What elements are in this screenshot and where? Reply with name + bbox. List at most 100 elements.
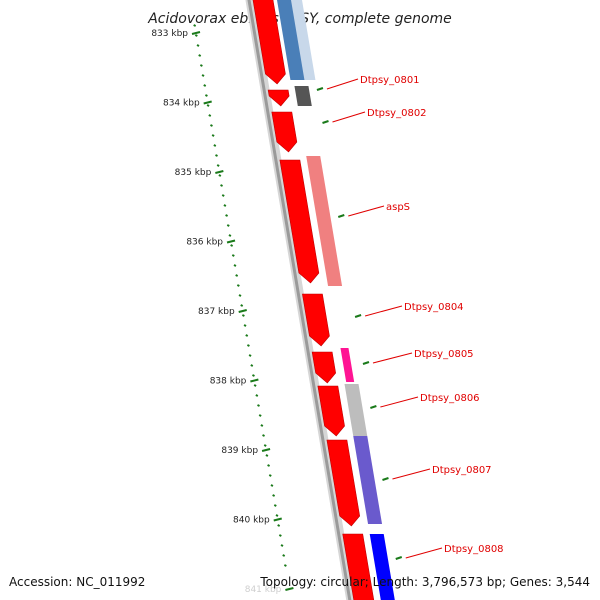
tick-dot — [215, 154, 218, 157]
tick-dot — [255, 394, 259, 397]
tick-dot — [208, 114, 212, 117]
tick-dot — [280, 544, 284, 547]
tick-dot — [267, 464, 271, 467]
tick-label: 838 kbp — [210, 377, 247, 387]
gene-arrow[interactable] — [311, 351, 336, 384]
tick-dot — [245, 334, 249, 337]
gene-color-band — [369, 534, 395, 600]
gene-label[interactable]: Dtpsy_0805 — [414, 349, 474, 360]
gene-arrow[interactable] — [317, 385, 345, 437]
gene-label-track: Dtpsy_0801 Dtpsy_0802 aspS Dtpsy_0804 Dtpsy_… — [316, 75, 504, 560]
gene-color-band — [277, 0, 305, 80]
gene-arrow-track — [252, 0, 375, 600]
gene-label-leader — [332, 111, 366, 123]
gene-label[interactable]: Dtpsy_0804 — [404, 302, 464, 313]
gene-label-leader — [405, 547, 443, 559]
tick-dot — [213, 144, 217, 147]
tick-dot — [221, 194, 225, 197]
tick-dot — [283, 564, 287, 567]
tick-mark — [203, 100, 212, 105]
gene-label-leader — [364, 305, 403, 317]
tick-dot — [277, 524, 281, 527]
tick-dot — [278, 534, 282, 537]
tick-label: 835 kbp — [175, 168, 212, 178]
tick-dot — [206, 104, 210, 107]
tick-dot — [211, 134, 215, 137]
tick-dot — [246, 344, 250, 347]
gene-marker — [362, 361, 370, 365]
gene-label[interactable]: aspS — [386, 202, 410, 213]
gene-arrow[interactable] — [279, 159, 320, 284]
gene-color-band — [294, 86, 312, 106]
tick-dot — [253, 384, 257, 387]
tick-dot — [243, 324, 247, 327]
tick-label: 839 kbp — [221, 446, 258, 456]
gene-arrow[interactable] — [267, 89, 290, 107]
tick-track: 833 kbp 834 kbp 835 kbp 836 kbp 837 kbp 838 k… — [151, 29, 294, 595]
tick-dot — [233, 264, 237, 267]
tick-dot — [268, 474, 272, 477]
tick-dot — [273, 504, 277, 507]
gene-color-track — [277, 0, 395, 600]
tick-dot — [198, 54, 202, 57]
gene-arrow[interactable] — [271, 111, 298, 153]
tick-dot — [216, 164, 220, 167]
tick-label: 840 kbp — [233, 516, 270, 526]
tick-dot — [260, 424, 264, 427]
gene-arrow[interactable] — [326, 439, 361, 527]
tick-mark — [191, 31, 201, 35]
gene-arrow[interactable] — [302, 293, 330, 347]
tick-dot — [226, 224, 230, 227]
tick-mark — [285, 587, 294, 591]
tick-label: 833 kbp — [151, 29, 188, 39]
tick-dot — [230, 244, 234, 247]
gene-marker — [354, 314, 362, 318]
genome-backbone — [245, 0, 356, 600]
tick-dot-track — [193, 24, 287, 567]
tick-dot — [238, 294, 242, 297]
tick-mark — [261, 448, 271, 452]
tick-dot — [240, 304, 244, 307]
gene-band-backdrop — [290, 0, 316, 80]
tick-dot — [265, 454, 269, 457]
gene-arrow[interactable] — [252, 0, 286, 85]
tick-dot — [235, 274, 239, 277]
gene-label[interactable]: Dtpsy_0808 — [444, 544, 504, 555]
gene-color-band — [340, 348, 355, 382]
tick-dot — [275, 514, 279, 517]
gene-label[interactable]: Dtpsy_0807 — [432, 465, 492, 476]
tick-dot — [228, 234, 232, 237]
tick-dot — [241, 314, 245, 317]
gene-label-leader — [392, 468, 431, 480]
tick-dot — [248, 354, 252, 357]
tick-dot — [218, 174, 222, 177]
gene-label-leader — [326, 78, 359, 90]
tick-dot — [194, 34, 198, 37]
tick-dot — [263, 444, 267, 447]
gene-label-leader — [380, 396, 419, 408]
tick-dot — [272, 494, 276, 497]
gene-label[interactable]: Dtpsy_0806 — [420, 393, 480, 404]
tick-dot — [252, 374, 255, 377]
tick-dot — [201, 74, 205, 77]
tick-mark — [226, 239, 236, 244]
tick-dot — [203, 84, 207, 87]
gene-label[interactable]: Dtpsy_0801 — [360, 75, 420, 86]
gene-arrow[interactable] — [342, 533, 375, 600]
tick-dot — [236, 284, 240, 287]
genome-summary-text: Topology: circular; Length: 3,796,573 bp… — [259, 575, 590, 589]
gene-marker — [370, 405, 377, 409]
tick-dot — [231, 254, 235, 257]
gene-marker — [322, 120, 329, 124]
gene-marker — [395, 556, 403, 560]
gene-color-band — [344, 384, 368, 436]
gene-color-band — [306, 156, 343, 286]
tick-dot — [223, 204, 227, 207]
tick-dot — [204, 94, 208, 97]
tick-dot — [225, 214, 229, 217]
tick-dot — [196, 44, 200, 47]
gene-label[interactable]: Dtpsy_0802 — [367, 108, 427, 119]
tick-dot — [270, 484, 274, 487]
gene-label-leader — [348, 205, 385, 217]
